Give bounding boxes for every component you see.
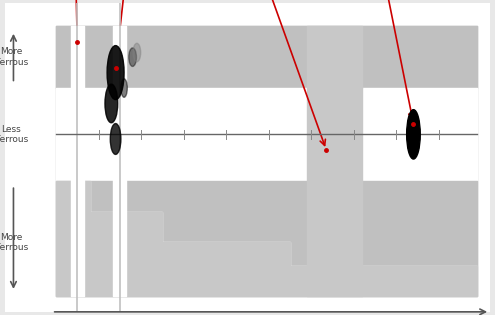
Ellipse shape [110, 123, 121, 154]
Text: Less
Ferrous: Less Ferrous [0, 125, 28, 144]
Text: More
Ferrous: More Ferrous [0, 233, 28, 252]
Circle shape [407, 110, 420, 159]
Polygon shape [56, 180, 477, 296]
Ellipse shape [129, 48, 137, 66]
Ellipse shape [121, 79, 127, 97]
Polygon shape [56, 180, 477, 296]
Ellipse shape [105, 84, 118, 123]
Ellipse shape [107, 46, 124, 100]
Text: More
Ferrous: More Ferrous [0, 48, 28, 67]
Ellipse shape [133, 43, 141, 62]
